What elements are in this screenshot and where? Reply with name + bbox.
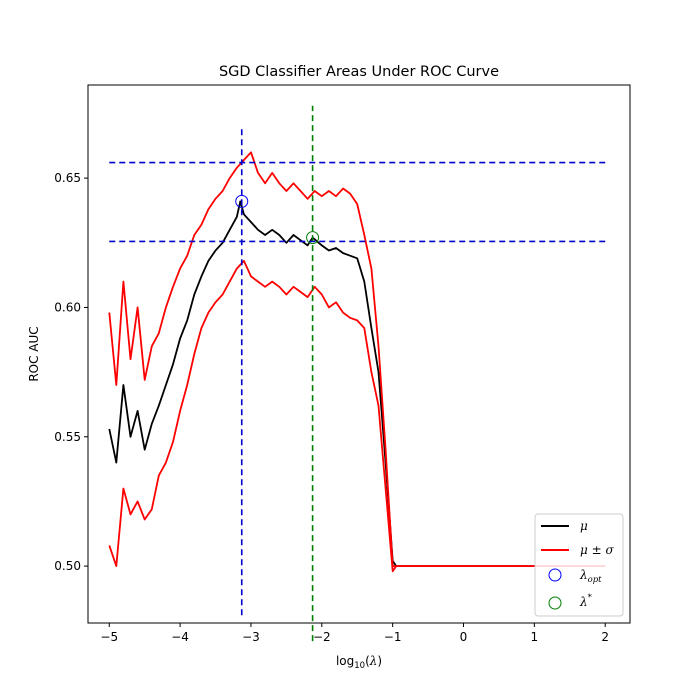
legend: μ μ ± σ λopt λ* (534, 513, 624, 617)
plot-frame (87, 84, 631, 624)
x-axis-label: log10(λ) (336, 654, 382, 671)
series-line-1 (108, 151, 606, 567)
axis-ticks: −5 −4 −3 −2 −1 0 1 2 0.50 0.55 0.60 0.65 (54, 171, 609, 644)
legend-marker-lambda-star (548, 596, 562, 610)
plot-area (108, 105, 606, 642)
x-axis-label-arg: ( (365, 654, 370, 668)
x-axis-label-close: ) (377, 654, 382, 668)
legend-box (534, 513, 624, 617)
y-tick-label: 0.55 (54, 430, 81, 444)
x-tick-label: −2 (313, 630, 331, 644)
x-axis-label-lambda: λ (369, 654, 378, 668)
y-axis-label: ROC AUC (27, 326, 41, 381)
marker-1 (306, 231, 320, 245)
x-tick-label: 1 (531, 630, 539, 644)
legend-label-mu: μ (580, 519, 588, 533)
x-tick-label: −4 (171, 630, 189, 644)
x-tick-label: −5 (100, 630, 118, 644)
legend-marker-lambda-opt (548, 568, 562, 582)
x-tick-label: −3 (242, 630, 260, 644)
legend-label-mu-sigma: μ ± σ (580, 543, 614, 557)
chart-title: SGD Classifier Areas Under ROC Curve (219, 64, 499, 80)
x-tick-label: −1 (384, 630, 402, 644)
x-tick-label: 0 (460, 630, 468, 644)
x-tick-label: 2 (601, 630, 609, 644)
y-tick-label: 0.60 (54, 300, 81, 314)
series-line-2 (108, 260, 606, 573)
x-axis-label-subscript: 10 (354, 661, 365, 671)
marker-0 (235, 194, 249, 208)
y-tick-label: 0.50 (54, 559, 81, 573)
series-line-0 (108, 200, 606, 567)
y-tick-label: 0.65 (54, 171, 81, 185)
